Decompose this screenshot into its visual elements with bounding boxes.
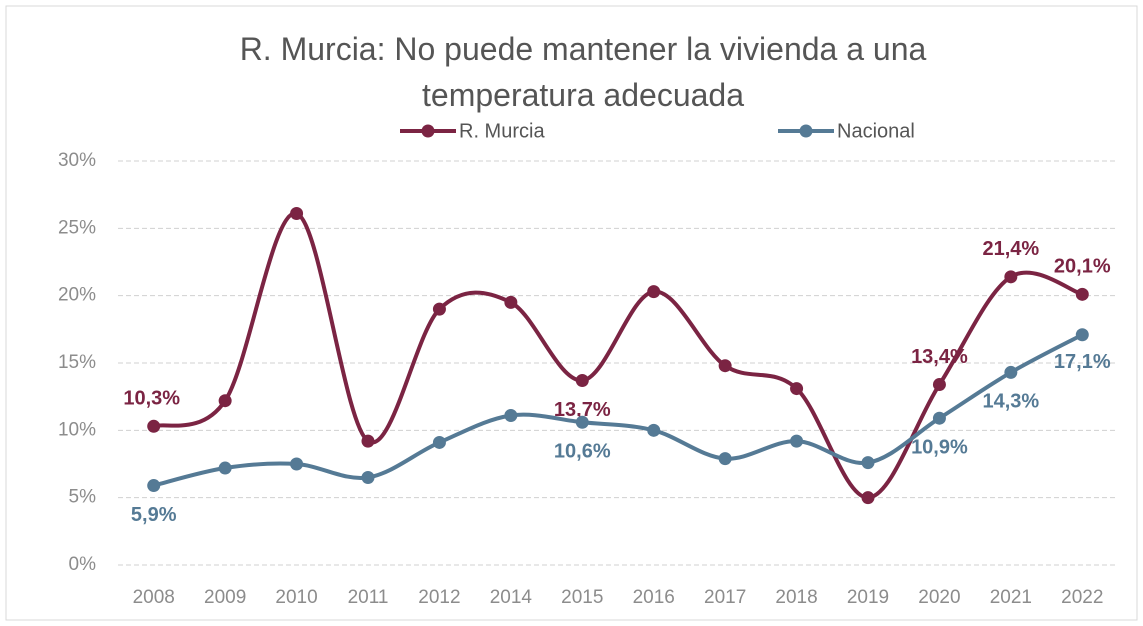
y-tick-label: 0%	[69, 554, 97, 575]
data-point	[147, 419, 161, 433]
data-point	[790, 382, 804, 396]
data-point	[290, 457, 304, 471]
data-point	[718, 452, 732, 466]
data-point	[361, 434, 375, 448]
value-label: 10,9%	[911, 436, 968, 458]
data-point	[1004, 270, 1018, 284]
x-tick-label: 2016	[633, 587, 675, 608]
x-tick-label: 2014	[490, 587, 533, 608]
data-point	[1075, 287, 1089, 301]
data-point	[1075, 328, 1089, 342]
x-tick-label: 2022	[1061, 587, 1103, 608]
legend-marker	[799, 124, 813, 138]
x-tick-label: 2010	[275, 587, 317, 608]
data-point	[432, 435, 446, 449]
data-point	[575, 374, 589, 388]
y-tick-label: 10%	[58, 419, 96, 440]
data-point	[1004, 365, 1018, 379]
y-tick-label: 25%	[58, 217, 96, 238]
y-tick-label: 15%	[58, 352, 96, 373]
x-tick-label: 2019	[847, 587, 889, 608]
x-tick-label: 2020	[918, 587, 960, 608]
y-tick-label: 20%	[58, 285, 96, 306]
y-tick-label: 30%	[58, 150, 96, 171]
data-point	[861, 456, 875, 470]
x-tick-label: 2009	[204, 587, 246, 608]
value-label: 21,4%	[982, 238, 1039, 260]
x-tick-label: 2017	[704, 587, 746, 608]
x-tick-label: 2008	[133, 587, 175, 608]
data-point	[432, 302, 446, 316]
x-tick-label: 2021	[990, 587, 1032, 608]
chart-frame	[5, 5, 1138, 621]
value-label: 14,3%	[982, 391, 1039, 413]
data-point	[932, 411, 946, 425]
data-point	[718, 359, 732, 373]
legend-label: Nacional	[837, 120, 915, 142]
y-tick-label: 5%	[69, 487, 97, 508]
legend-label: R. Murcia	[459, 120, 545, 142]
data-point	[218, 394, 232, 408]
data-point	[861, 491, 875, 505]
data-point	[218, 461, 232, 475]
chart-title: R. Murcia: No puede mantener la vivienda…	[239, 31, 927, 113]
value-label: 13,7%	[554, 399, 611, 421]
value-label: 17,1%	[1054, 351, 1111, 373]
value-label: 5,9%	[131, 504, 177, 526]
data-point	[147, 479, 161, 493]
data-point	[290, 207, 304, 221]
x-tick-label: 2011	[348, 587, 389, 608]
value-label: 13,4%	[911, 346, 968, 368]
legend-marker	[421, 124, 435, 138]
data-point	[361, 470, 375, 484]
value-label: 20,1%	[1054, 256, 1111, 278]
value-label: 10,6%	[554, 441, 611, 463]
data-point	[790, 434, 804, 448]
data-point	[932, 378, 946, 392]
data-point	[647, 285, 661, 299]
x-tick-label: 2015	[561, 587, 603, 608]
data-point	[504, 295, 518, 309]
data-point	[575, 415, 589, 429]
x-tick-label: 2018	[775, 587, 817, 608]
value-label: 10,3%	[123, 388, 180, 410]
x-tick-label: 2012	[418, 587, 460, 608]
data-point	[504, 409, 518, 423]
data-point	[647, 423, 661, 437]
